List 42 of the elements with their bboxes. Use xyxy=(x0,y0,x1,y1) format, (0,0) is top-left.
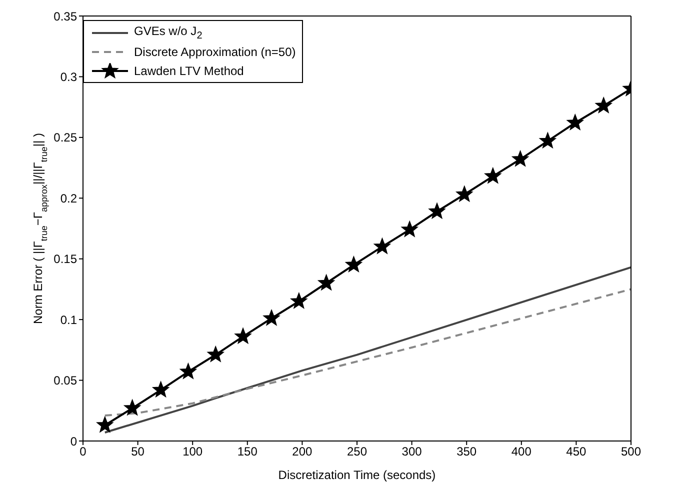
point xyxy=(484,168,502,184)
legend-label: GVEs w/o J$_{2}$ xyxy=(134,24,202,42)
y-tick-label: 0.15 xyxy=(54,252,78,266)
point xyxy=(402,221,418,237)
point xyxy=(540,132,556,148)
x-tick-label: 150 xyxy=(237,444,258,459)
point xyxy=(152,382,169,397)
point xyxy=(428,203,446,218)
x-tick-label: 500 xyxy=(620,444,642,459)
x-tick-label: 450 xyxy=(566,444,587,459)
x-tick-label: 50 xyxy=(131,444,145,459)
point xyxy=(512,150,528,166)
y-tick-label: 0.3 xyxy=(60,70,78,84)
point xyxy=(374,238,390,254)
x-tick-label: 350 xyxy=(456,444,477,459)
point xyxy=(290,292,308,308)
x-axis-title: Discretization Time (seconds) xyxy=(278,468,436,482)
y-tick-label: 0.2 xyxy=(60,191,78,206)
point xyxy=(263,310,280,326)
x-tick-label: 0 xyxy=(80,444,87,459)
y-tick-label: 0.35 xyxy=(54,9,78,24)
y-tick-label: 0 xyxy=(70,434,78,448)
point xyxy=(96,416,114,432)
y-tick-label: 0.25 xyxy=(54,130,78,145)
x-tick-label: 300 xyxy=(402,444,422,459)
x-tick-label: 250 xyxy=(346,444,368,459)
point xyxy=(234,328,252,344)
x-tick-label: 200 xyxy=(292,444,313,459)
legend-label: Lawden LTV Method xyxy=(134,64,244,78)
point xyxy=(456,186,473,202)
y-tick-label: 0.05 xyxy=(54,374,78,388)
point xyxy=(180,363,196,379)
point xyxy=(346,256,362,272)
point xyxy=(566,114,584,130)
x-tick-label: 400 xyxy=(511,444,532,459)
x-tick-label: 100 xyxy=(182,444,203,459)
point xyxy=(208,346,224,362)
point xyxy=(124,400,140,416)
legend-label: Discrete Approximation (n=50) xyxy=(134,44,296,58)
point xyxy=(318,274,334,290)
y-tick-label: 0.1 xyxy=(60,312,78,327)
point xyxy=(595,97,612,113)
